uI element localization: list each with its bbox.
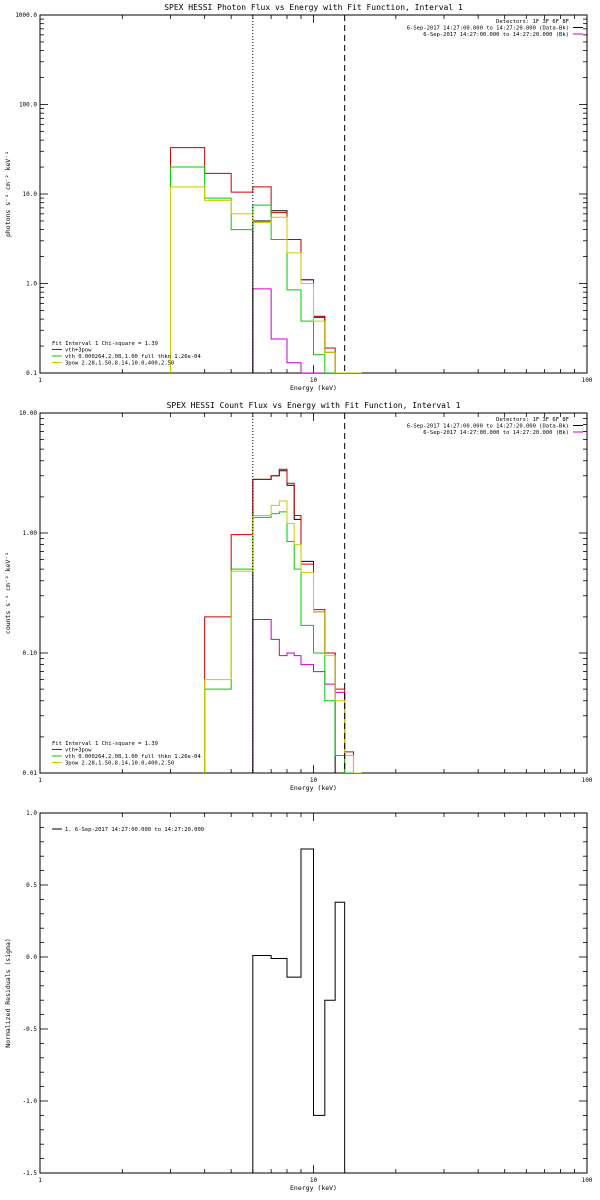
info-line: 6-Sep-2017 14:27:00.000 to 14:27:20.000 …: [423, 430, 569, 436]
info-block: Detectors: 1F 3F 6F 8F6-Sep-2017 14:27:0…: [407, 19, 583, 38]
info-block: Detectors: 1F 3F 6F 8F6-Sep-2017 14:27:0…: [407, 417, 583, 436]
series-group: [204, 468, 362, 773]
legend-label: 1. 6-Sep-2017 14:27:00.000 to 14:27:20.0…: [65, 827, 204, 833]
legend: Fit Interval 1 Chi-square = 1.39vth+3pow…: [52, 341, 201, 367]
info-line: Detectors: 1F 3F 6F 8F: [496, 417, 569, 423]
x-axis: 1 10 100 Energy (keV): [38, 15, 593, 392]
x-tick-label: 1: [38, 377, 42, 384]
info-line: 6-Sep-2017 14:27:00.000 to 14:27:20.000 …: [407, 424, 569, 430]
y-tick-label: 10.0: [23, 191, 38, 198]
series-bk: [252, 288, 345, 373]
legend: 1. 6-Sep-2017 14:27:00.000 to 14:27:20.0…: [52, 827, 204, 833]
legend-label: vth+3pow: [65, 748, 92, 754]
series-data: [252, 210, 345, 373]
plot-title: SPEX HESSI Photon Flux vs Energy with Fi…: [164, 3, 463, 12]
y-tick-label: -1.5: [23, 1170, 38, 1177]
x-tick-label: 100: [582, 1177, 593, 1184]
info-line: 6-Sep-2017 14:27:00.000 to 14:27:20.000 …: [407, 26, 569, 32]
legend-label: vth+3pow: [65, 348, 92, 354]
y-axis-label: Normalized Residuals (sigma): [4, 938, 12, 1048]
info-line: Detectors: 1F 3F 6F 8F: [496, 19, 569, 25]
legend-label: vth 0.000264,2.08,1.00 full thkn 1.26e-0…: [65, 754, 201, 760]
y-tick-label: 0.5: [26, 882, 37, 889]
x-axis-label: Energy (keV): [290, 1184, 337, 1192]
x-tick-label: 10: [310, 377, 318, 384]
x-tick-label: 10: [310, 777, 318, 784]
plot-panel-3: 1 10 100 Energy (keV) -1.5 -1.0 -0.5 0.0 0.5 1.0 N…: [4, 810, 593, 1192]
legend-label: 3pow 2.28,1.50,8.14,10.0,400,2.50: [65, 761, 174, 767]
legend: Fit Interval 1 Chi-square = 1.39vth+3pow…: [52, 741, 201, 767]
series-total_fit: [204, 468, 362, 773]
y-tick-label: 0.01: [23, 770, 38, 777]
y-tick-label: 0.10: [23, 650, 38, 657]
plot-title: SPEX HESSI Count Flux vs Energy with Fit…: [167, 401, 461, 410]
y-axis: -1.5 -1.0 -0.5 0.0 0.5 1.0 Normalized Residual…: [4, 810, 587, 1177]
legend-label: 3pow 2.28,1.50,8.14,10.0,400,2.50: [65, 361, 174, 367]
x-tick-label: 10: [310, 1177, 318, 1184]
x-axis: 1 10 100 Energy (keV): [38, 813, 593, 1192]
y-tick-label: 1000.0: [15, 12, 37, 19]
y-tick-label: -1.0: [23, 1098, 38, 1105]
legend-title: Fit Interval 1 Chi-square = 1.39: [52, 741, 158, 747]
y-tick-label: 1.00: [23, 530, 38, 537]
x-axis-label: Energy (keV): [290, 784, 337, 792]
series-group: [252, 848, 346, 1173]
x-tick-label: 1: [38, 777, 42, 784]
y-tick-label: -0.5: [23, 1026, 38, 1033]
series-total_fit: [169, 147, 362, 373]
x-tick-label: 100: [582, 377, 593, 384]
y-tick-label: 1.0: [26, 281, 37, 288]
y-tick-label: 100.0: [19, 102, 37, 109]
series-group: [169, 147, 362, 373]
legend-title: Fit Interval 1 Chi-square = 1.39: [52, 341, 158, 347]
series-vth: [169, 166, 354, 373]
series-data: [252, 848, 346, 1173]
x-tick-label: 100: [582, 777, 593, 784]
x-axis: 1 10 100 Energy (keV): [38, 413, 593, 792]
y-axis: 0.01 0.10 1.00 10.00 counts s⁻¹ cm⁻² keV⁻¹: [4, 410, 587, 777]
info-line: 6-Sep-2017 14:27:00.000 to 14:27:20.000 …: [423, 32, 569, 38]
y-tick-label: 0.0: [26, 954, 37, 961]
legend-label: vth 0.000264,2.08,1.00 full thkn 1.26e-0…: [65, 354, 201, 360]
y-tick-label: 1.0: [26, 810, 37, 817]
y-axis-label: counts s⁻¹ cm⁻² keV⁻¹: [4, 552, 12, 634]
plot-panel-1: SPEX HESSI Photon Flux vs Energy with Fi…: [4, 3, 593, 392]
x-axis-label: Energy (keV): [290, 384, 337, 392]
series-data: [252, 470, 336, 773]
x-tick-label: 1: [38, 1177, 42, 1184]
plot-panel-2: SPEX HESSI Count Flux vs Energy with Fit…: [4, 401, 593, 792]
series-pow: [169, 186, 362, 373]
y-axis: 0.1 1.0 10.0 100.0 1000.0 photons s⁻¹ cm⁻² ke…: [4, 12, 587, 377]
series-bk: [252, 619, 346, 773]
y-axis-label: photons s⁻¹ cm⁻² keV⁻¹: [4, 151, 12, 237]
y-tick-label: 10.00: [19, 410, 37, 417]
series-pow: [204, 500, 362, 773]
y-tick-label: 0.1: [26, 370, 37, 377]
